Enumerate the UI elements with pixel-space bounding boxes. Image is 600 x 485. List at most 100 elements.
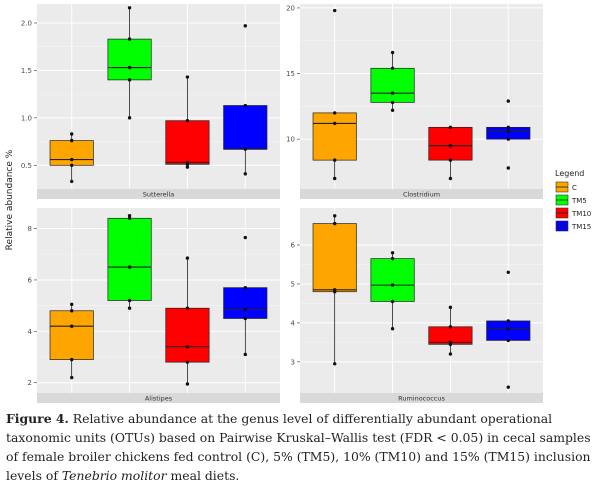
data-point — [333, 362, 337, 366]
data-point — [390, 108, 395, 112]
data-point — [390, 66, 395, 70]
data-point — [506, 166, 510, 170]
box-tm15 — [223, 24, 268, 176]
box-c — [49, 132, 94, 184]
data-point — [127, 6, 132, 10]
box-tm15 — [486, 270, 531, 389]
panel-clostridium: 10 15 20 Clostridium — [286, 4, 543, 199]
strip-background — [300, 393, 543, 403]
box-body — [49, 140, 94, 166]
caption-label: Figure 4. — [6, 411, 69, 426]
box-c — [49, 302, 94, 380]
data-point — [243, 307, 247, 312]
data-point — [127, 37, 132, 41]
data-point — [333, 158, 337, 162]
box-body — [486, 320, 531, 341]
data-point — [506, 327, 510, 331]
data-point — [185, 360, 190, 364]
data-point — [70, 138, 74, 143]
caption-text-1: Relative abundance at the genus level of… — [6, 411, 591, 483]
data-point — [333, 221, 337, 226]
data-point — [506, 137, 510, 141]
data-point — [127, 214, 132, 218]
data-point — [448, 176, 453, 181]
y-tick-label: 10 — [286, 136, 295, 144]
data-point — [390, 299, 395, 304]
data-point — [185, 382, 190, 386]
data-point — [243, 172, 247, 176]
box-c — [312, 214, 357, 366]
box-body — [165, 120, 210, 165]
box-body — [223, 105, 268, 150]
data-point — [70, 357, 74, 362]
boxplot-figure: Relative abundance % 0.5 1.0 1.5 2.0 Suttere… — [5, 4, 591, 403]
box-tm10 — [165, 75, 210, 169]
box-body — [428, 126, 473, 161]
data-point — [127, 65, 132, 70]
strip-label: Clostridium — [403, 191, 440, 199]
box-body — [165, 307, 210, 363]
y-tick-label: 4 — [291, 319, 296, 327]
y-tick-label: 6 — [291, 242, 296, 250]
panel-sutterella: 0.5 1.0 1.5 2.0 Sutterella — [21, 4, 280, 199]
data-point — [506, 319, 510, 323]
data-point — [506, 129, 510, 133]
data-point — [243, 147, 247, 151]
data-point — [185, 306, 190, 310]
data-point — [333, 176, 337, 181]
data-point — [333, 121, 337, 126]
data-point — [506, 125, 510, 130]
legend-label-c: C — [572, 184, 577, 192]
figure-caption: Figure 4. Relative abundance at the genu… — [6, 409, 596, 485]
box-c — [312, 8, 357, 181]
data-point — [70, 179, 74, 184]
data-point — [243, 24, 247, 28]
data-point — [390, 256, 395, 261]
data-point — [70, 157, 74, 162]
panel-ruminococcus: 3 4 5 6 Ruminococcus — [291, 208, 543, 403]
data-point — [127, 78, 132, 82]
y-tick-label: 20 — [286, 4, 295, 12]
data-point — [243, 235, 247, 240]
data-point — [390, 91, 395, 95]
data-point — [333, 111, 337, 115]
strip-label: Sutterella — [143, 191, 174, 199]
panel-alistipes: 2 4 6 8 Alistipes — [28, 208, 280, 403]
data-point — [243, 285, 247, 290]
data-point — [390, 251, 395, 255]
strip-label: Alistipes — [145, 395, 173, 403]
data-point — [448, 340, 453, 345]
box-tm10 — [428, 125, 473, 181]
data-point — [448, 325, 453, 329]
data-point — [70, 163, 74, 167]
legend-title: Legend — [555, 169, 584, 178]
data-point — [127, 298, 132, 303]
box-tm5 — [107, 214, 152, 310]
y-tick-label: 0.5 — [21, 162, 32, 170]
strip-label: Ruminococcus — [398, 395, 445, 403]
data-point — [127, 306, 132, 310]
data-point — [448, 305, 453, 310]
y-axis-label: Relative abundance % — [5, 149, 15, 250]
box-body — [486, 126, 531, 140]
caption-species: Tenebrio molitor — [61, 468, 167, 483]
caption-text-2: meal diets. — [166, 468, 240, 483]
data-point — [70, 302, 74, 307]
y-tick-label: 3 — [291, 358, 295, 366]
box-tm5 — [370, 50, 415, 112]
data-point — [243, 316, 247, 321]
strip-background — [37, 189, 280, 199]
box-body — [312, 112, 357, 161]
data-point — [70, 375, 74, 380]
data-point — [185, 75, 190, 79]
box-tm15 — [486, 99, 531, 170]
y-tick-label: 1.5 — [21, 67, 32, 75]
data-point — [390, 100, 395, 105]
data-point — [243, 352, 247, 357]
panel-background — [300, 4, 543, 189]
data-point — [448, 125, 453, 130]
y-tick-label: 2 — [28, 379, 32, 387]
data-point — [70, 324, 74, 328]
box-tm15 — [223, 235, 268, 357]
data-point — [506, 385, 510, 389]
